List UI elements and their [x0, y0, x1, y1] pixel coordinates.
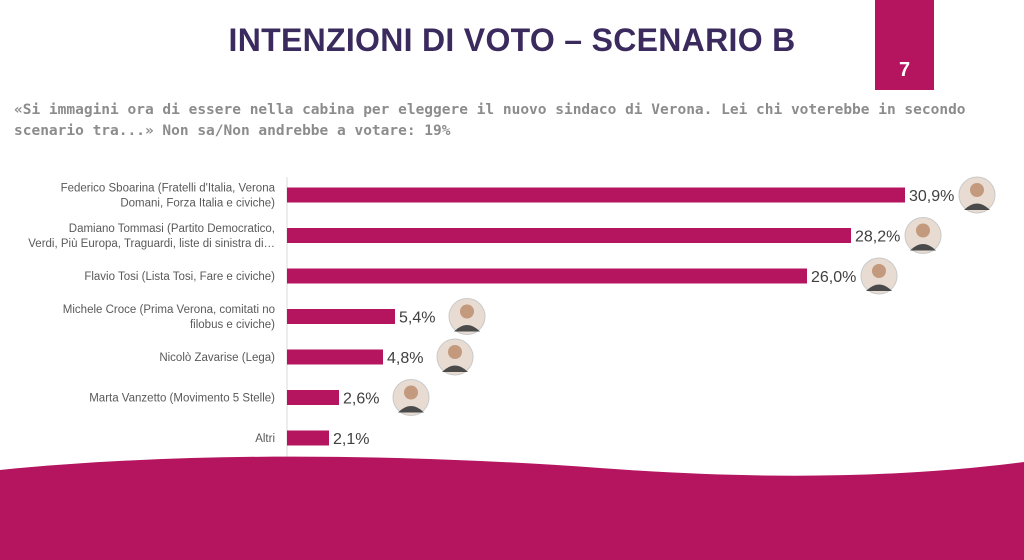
bar [287, 309, 395, 324]
category-label: filobus e civiche) [190, 319, 275, 331]
category-label: Damiano Tommasi (Partito Democratico, [69, 223, 275, 235]
category-label: Domani, Forza Italia e civiche) [120, 198, 275, 210]
candidate-photo [392, 379, 430, 416]
page-number-badge: 7 [875, 0, 934, 90]
value-label: 4,8% [387, 350, 423, 367]
candidate-photo [904, 217, 942, 254]
candidate-photo [448, 298, 486, 335]
candidate-photo [958, 176, 996, 214]
category-label: Michele Croce (Prima Verona, comitati no [63, 304, 275, 316]
bar [287, 228, 851, 243]
bar [287, 349, 383, 365]
category-label: Verdi, Più Europa, Traguardi, liste di s… [28, 238, 275, 250]
value-label: 30,9% [909, 188, 954, 205]
candidate-photo [860, 257, 898, 295]
value-label: 2,6% [343, 391, 379, 408]
bar [287, 390, 339, 405]
candidate-photo [436, 338, 474, 376]
question-text: «Si immagini ora di essere nella cabina … [14, 102, 966, 139]
category-label: Flavio Tosi (Lista Tosi, Fare e civiche) [84, 271, 275, 283]
value-label: 26,0% [811, 269, 856, 286]
bar [287, 430, 329, 446]
page-number: 7 [898, 59, 911, 81]
category-label: Nicolò Zavarise (Lega) [159, 352, 275, 364]
category-label: Marta Vanzetto (Movimento 5 Stelle) [89, 393, 275, 405]
value-label: 5,4% [399, 310, 435, 327]
value-label: 28,2% [855, 229, 900, 246]
category-label: Altri [255, 433, 275, 445]
value-label: 2,1% [333, 431, 369, 448]
page-title: INTENZIONI DI VOTO – SCENARIO B [228, 22, 796, 58]
bar [287, 187, 905, 203]
bar [287, 268, 807, 284]
category-label: Federico Sboarina (Fratelli d'Italia, Ve… [61, 183, 276, 195]
